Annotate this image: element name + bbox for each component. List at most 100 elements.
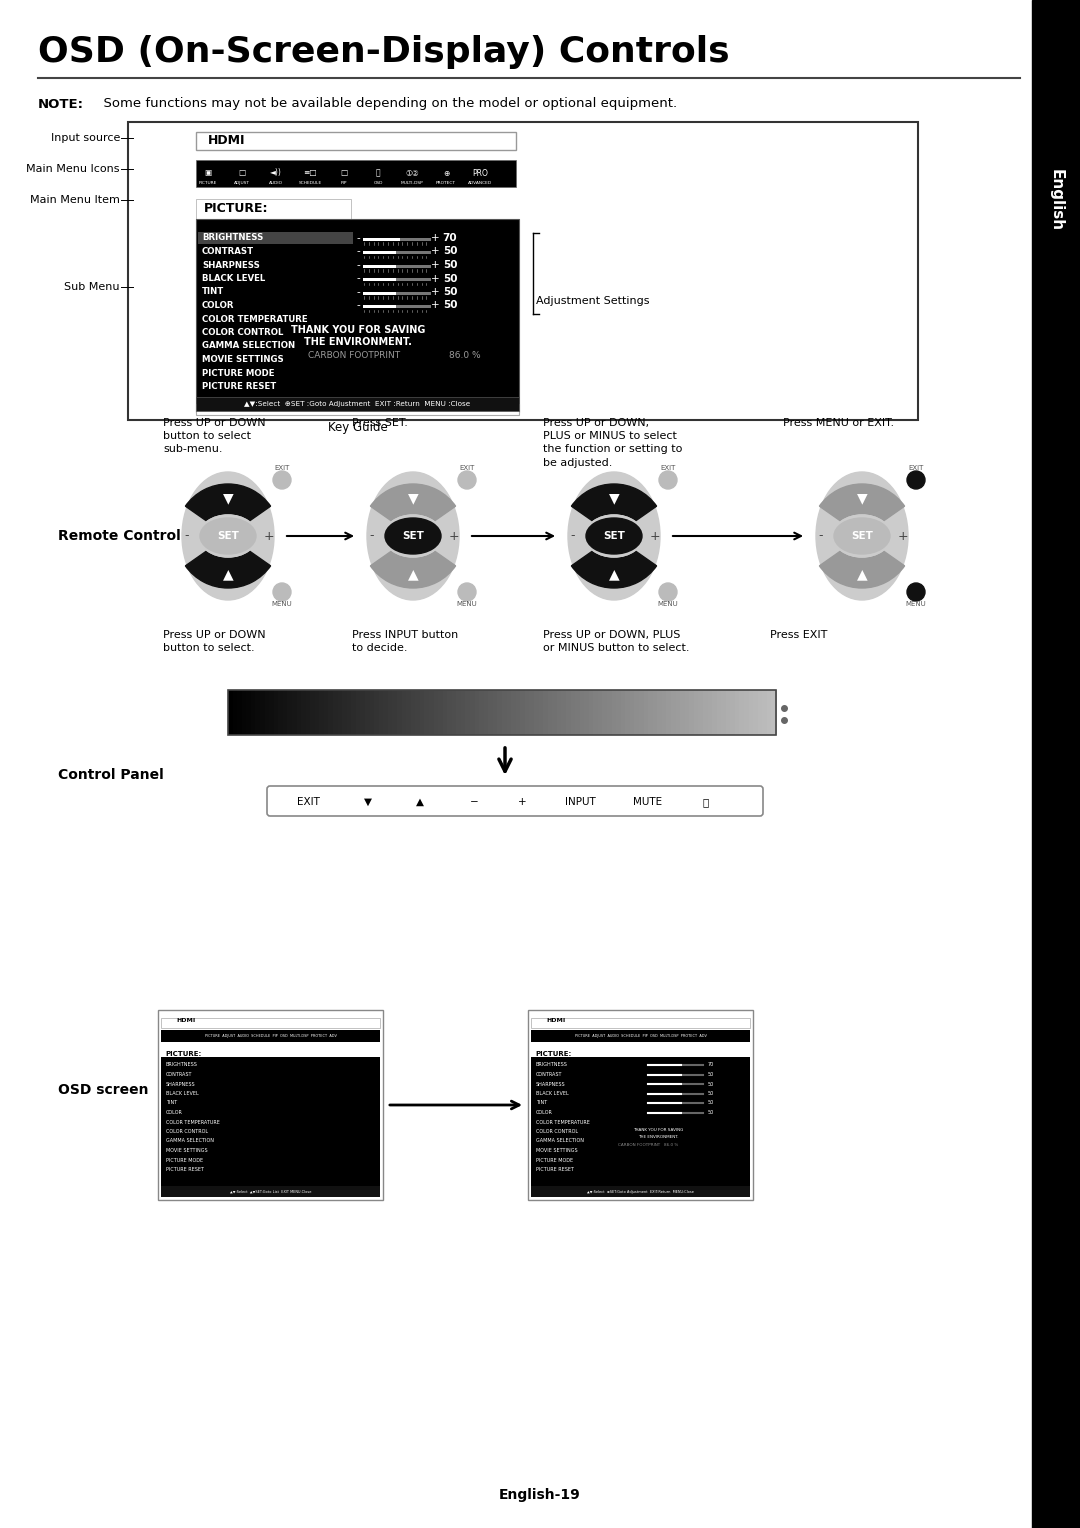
Wedge shape bbox=[370, 536, 456, 588]
Text: COLOR: COLOR bbox=[166, 1109, 183, 1115]
Text: +: + bbox=[431, 287, 440, 296]
Bar bbox=[232, 691, 238, 735]
Ellipse shape bbox=[585, 515, 643, 558]
Text: EXIT: EXIT bbox=[660, 465, 676, 471]
Text: THE ENVIRONMENT.: THE ENVIRONMENT. bbox=[638, 1135, 678, 1138]
Text: ADVANCED: ADVANCED bbox=[468, 180, 492, 185]
Bar bbox=[363, 278, 395, 281]
Text: COLOR: COLOR bbox=[536, 1109, 553, 1115]
Text: PROTECT: PROTECT bbox=[436, 180, 456, 185]
Bar bbox=[457, 691, 462, 735]
Bar bbox=[242, 691, 247, 735]
Bar bbox=[580, 691, 585, 735]
Bar bbox=[607, 691, 612, 735]
Bar bbox=[734, 691, 741, 735]
Circle shape bbox=[273, 584, 291, 601]
Text: -: - bbox=[356, 274, 360, 284]
Bar bbox=[767, 691, 772, 735]
Bar bbox=[543, 691, 549, 735]
Ellipse shape bbox=[585, 515, 643, 558]
Circle shape bbox=[273, 471, 291, 489]
Text: SCHEDULE: SCHEDULE bbox=[298, 180, 322, 185]
Text: GAMMA SELECTION: GAMMA SELECTION bbox=[202, 341, 295, 350]
Bar bbox=[557, 691, 563, 735]
Bar bbox=[484, 691, 489, 735]
Text: TINT: TINT bbox=[166, 1100, 177, 1105]
Bar bbox=[406, 691, 411, 735]
Text: NOTE:: NOTE: bbox=[38, 98, 84, 110]
Bar bbox=[680, 691, 686, 735]
Bar bbox=[771, 691, 777, 735]
Text: ▲▼:Select  ⊕SET:Goto Adjustment  EXIT:Return  MENU:Close: ▲▼:Select ⊕SET:Goto Adjustment EXIT:Retu… bbox=[588, 1190, 694, 1193]
Circle shape bbox=[907, 584, 924, 601]
Text: Press UP or DOWN
button to select.: Press UP or DOWN button to select. bbox=[163, 630, 266, 652]
Text: 50: 50 bbox=[708, 1091, 714, 1096]
Text: MOVIE SETTINGS: MOVIE SETTINGS bbox=[536, 1148, 578, 1154]
Text: PICTURE MODE: PICTURE MODE bbox=[202, 368, 274, 377]
Text: EXIT: EXIT bbox=[297, 798, 320, 807]
Bar bbox=[363, 251, 431, 254]
Bar bbox=[363, 292, 431, 295]
Bar bbox=[589, 691, 594, 735]
Bar bbox=[703, 691, 708, 735]
Text: 50: 50 bbox=[708, 1100, 714, 1105]
Text: BLACK LEVEL: BLACK LEVEL bbox=[202, 274, 266, 283]
Text: Adjustment Settings: Adjustment Settings bbox=[536, 295, 649, 306]
Text: OSD (On-Screen-Display) Controls: OSD (On-Screen-Display) Controls bbox=[38, 35, 730, 69]
Bar bbox=[238, 691, 243, 735]
Bar bbox=[652, 691, 659, 735]
Text: BRIGHTNESS: BRIGHTNESS bbox=[536, 1062, 568, 1068]
Bar bbox=[161, 1018, 380, 1028]
Text: COLOR TEMPERATURE: COLOR TEMPERATURE bbox=[536, 1120, 590, 1125]
Text: Press EXIT: Press EXIT bbox=[770, 630, 827, 640]
Bar bbox=[621, 691, 626, 735]
Text: MENU: MENU bbox=[272, 601, 293, 607]
Bar bbox=[363, 278, 431, 281]
Bar bbox=[397, 691, 403, 735]
Bar bbox=[528, 1010, 753, 1199]
Ellipse shape bbox=[183, 472, 274, 601]
Bar bbox=[480, 691, 485, 735]
Text: 86.0 %: 86.0 % bbox=[449, 350, 481, 359]
Bar bbox=[531, 1030, 750, 1042]
Text: TINT: TINT bbox=[202, 287, 225, 296]
Bar bbox=[333, 691, 339, 735]
Text: -: - bbox=[185, 530, 189, 542]
Text: +: + bbox=[264, 530, 274, 542]
Bar bbox=[415, 691, 421, 735]
FancyBboxPatch shape bbox=[267, 785, 762, 816]
Bar bbox=[365, 691, 370, 735]
Bar bbox=[753, 691, 759, 735]
Text: CONTRAST: CONTRAST bbox=[202, 248, 254, 257]
Text: COLOR CONTROL: COLOR CONTROL bbox=[536, 1129, 578, 1134]
Bar bbox=[392, 691, 397, 735]
Text: -: - bbox=[356, 287, 360, 296]
Bar bbox=[721, 691, 727, 735]
Text: COLOR CONTROL: COLOR CONTROL bbox=[166, 1129, 208, 1134]
Bar bbox=[685, 691, 690, 735]
Text: EXIT: EXIT bbox=[274, 465, 289, 471]
Circle shape bbox=[458, 584, 476, 601]
Circle shape bbox=[458, 471, 476, 489]
Text: □: □ bbox=[239, 168, 245, 177]
Bar bbox=[279, 691, 284, 735]
Bar bbox=[675, 691, 681, 735]
Bar bbox=[531, 1186, 750, 1196]
Text: 50: 50 bbox=[708, 1082, 714, 1086]
Text: SET: SET bbox=[402, 532, 424, 541]
Circle shape bbox=[907, 471, 924, 489]
Bar bbox=[648, 691, 653, 735]
Bar bbox=[658, 691, 663, 735]
Bar bbox=[666, 691, 672, 735]
Text: −: − bbox=[470, 798, 478, 807]
Bar bbox=[424, 691, 430, 735]
Bar bbox=[255, 691, 261, 735]
Bar bbox=[379, 691, 384, 735]
Bar bbox=[689, 691, 694, 735]
Text: Remote Control: Remote Control bbox=[58, 529, 180, 542]
Text: ADJUST: ADJUST bbox=[234, 180, 249, 185]
Text: Some functions may not be available depending on the model or optional equipment: Some functions may not be available depe… bbox=[95, 98, 677, 110]
Bar bbox=[740, 691, 745, 735]
Text: PICTURE: PICTURE bbox=[199, 180, 217, 185]
Text: CONTRAST: CONTRAST bbox=[166, 1073, 192, 1077]
